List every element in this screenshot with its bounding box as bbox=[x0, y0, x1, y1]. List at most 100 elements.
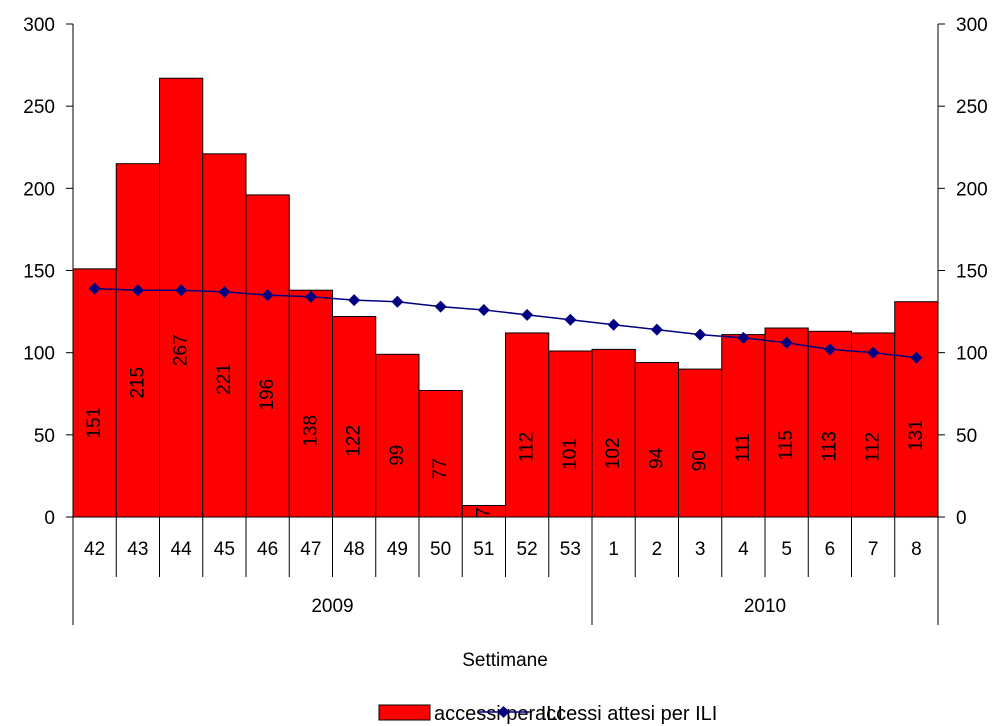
bar-data-label: 101 bbox=[560, 438, 581, 470]
y-left-tick-label: 0 bbox=[44, 508, 55, 529]
line-point bbox=[867, 346, 880, 359]
x-category-label: 43 bbox=[127, 539, 148, 560]
bar-data-label: 113 bbox=[819, 431, 840, 461]
x-category-label: 4 bbox=[738, 539, 749, 560]
line-point bbox=[521, 308, 534, 321]
bar-data-label: 112 bbox=[517, 432, 538, 462]
bar-data-label: 99 bbox=[387, 445, 408, 466]
line-point bbox=[780, 336, 793, 349]
x-category-label: 46 bbox=[257, 539, 278, 560]
y-right-tick-label: 150 bbox=[956, 262, 988, 283]
line-point bbox=[131, 284, 144, 297]
bar-data-label: 7 bbox=[473, 507, 494, 518]
x-category-label: 2 bbox=[652, 539, 663, 560]
line-point bbox=[694, 328, 707, 341]
line-point bbox=[348, 294, 361, 307]
bar bbox=[721, 334, 766, 518]
legend-diamond-marker bbox=[497, 706, 510, 718]
bar bbox=[764, 327, 809, 518]
y-axis-left: 0 50 100 150 200 250 300 bbox=[23, 15, 74, 529]
bar bbox=[115, 163, 160, 518]
line-point bbox=[737, 331, 750, 344]
bar bbox=[851, 332, 896, 518]
x-category-label: 45 bbox=[214, 539, 235, 560]
bar-data-label: 138 bbox=[300, 415, 321, 447]
line-series bbox=[88, 282, 923, 364]
bar bbox=[288, 289, 333, 518]
bar-data-label: 131 bbox=[906, 419, 927, 451]
line-point bbox=[650, 323, 663, 336]
bar-data-label: 151 bbox=[84, 407, 105, 439]
x-category-label: 44 bbox=[171, 539, 193, 560]
bar bbox=[807, 330, 852, 518]
x-category-label: 3 bbox=[695, 539, 706, 560]
x-category-label: 5 bbox=[781, 539, 792, 560]
bar bbox=[202, 153, 247, 518]
y-left-tick-label: 50 bbox=[34, 426, 55, 447]
bar-data-label: 90 bbox=[690, 450, 711, 471]
bar-data-label: 215 bbox=[127, 367, 148, 399]
bar bbox=[591, 348, 636, 518]
line-point bbox=[88, 282, 101, 295]
x-category-label: 50 bbox=[430, 539, 451, 560]
x-category-label: 7 bbox=[868, 539, 879, 560]
legend-bar-label: accessi per ILI bbox=[434, 703, 563, 725]
line-path bbox=[94, 287, 917, 359]
y-left-tick-label: 200 bbox=[23, 179, 55, 200]
bar-data-label: 115 bbox=[776, 430, 797, 460]
line-point bbox=[823, 343, 836, 356]
x-category-label: 52 bbox=[517, 539, 538, 560]
bar-data-label: 267 bbox=[171, 334, 192, 366]
y-right-tick-label: 0 bbox=[956, 508, 967, 529]
y-left-tick-label: 300 bbox=[23, 15, 55, 36]
bar-data-label: 102 bbox=[603, 437, 624, 469]
bar-data-label: 111 bbox=[733, 433, 754, 462]
bar bbox=[894, 301, 939, 518]
bar bbox=[72, 268, 117, 518]
bar bbox=[505, 332, 550, 518]
x-category-label: 47 bbox=[300, 539, 321, 560]
y-left-tick-label: 100 bbox=[23, 344, 55, 365]
y-left-tick-label: 250 bbox=[23, 97, 55, 118]
x-group-label: 2009 bbox=[311, 596, 353, 617]
line-point bbox=[477, 303, 490, 316]
y-right-tick-label: 200 bbox=[956, 179, 988, 200]
y-right-tick-label: 100 bbox=[956, 344, 988, 365]
bar-data-label: 122 bbox=[344, 425, 365, 457]
line-point bbox=[434, 300, 447, 313]
bar bbox=[548, 350, 593, 518]
x-axis-title: Settimane bbox=[462, 650, 548, 671]
bar bbox=[245, 194, 290, 518]
y-axis-right: 0 50 100 150 200 250 300 bbox=[937, 15, 988, 529]
bar bbox=[418, 389, 463, 518]
x-category-label: 49 bbox=[387, 539, 408, 560]
x-category-label: 51 bbox=[473, 539, 494, 560]
y-left-tick-label: 150 bbox=[23, 262, 55, 283]
bar-data-label: 94 bbox=[646, 447, 667, 469]
bar-data-label: 196 bbox=[257, 379, 278, 411]
y-right-tick-label: 250 bbox=[956, 97, 988, 118]
line-point bbox=[910, 351, 923, 364]
x-group-label: 2010 bbox=[744, 596, 786, 617]
legend: accessi per ILI accessi attesi per ILI bbox=[378, 703, 717, 725]
line-point bbox=[564, 313, 577, 326]
bar-data-label: 221 bbox=[214, 363, 235, 395]
bar bbox=[678, 368, 723, 518]
x-category-label: 1 bbox=[608, 539, 619, 560]
line-point bbox=[607, 318, 620, 331]
line-point bbox=[391, 295, 404, 308]
legend-bar-swatch bbox=[378, 704, 431, 721]
line-point bbox=[175, 284, 188, 297]
x-category-label: 42 bbox=[84, 539, 105, 560]
bar bbox=[634, 362, 679, 518]
legend-line-label: accessi attesi per ILI bbox=[535, 703, 717, 725]
bar bbox=[332, 316, 377, 518]
line-point bbox=[304, 290, 317, 303]
x-category-label: 6 bbox=[825, 539, 836, 560]
line-point bbox=[218, 285, 231, 298]
bar bbox=[375, 353, 420, 518]
line-point bbox=[261, 289, 274, 302]
